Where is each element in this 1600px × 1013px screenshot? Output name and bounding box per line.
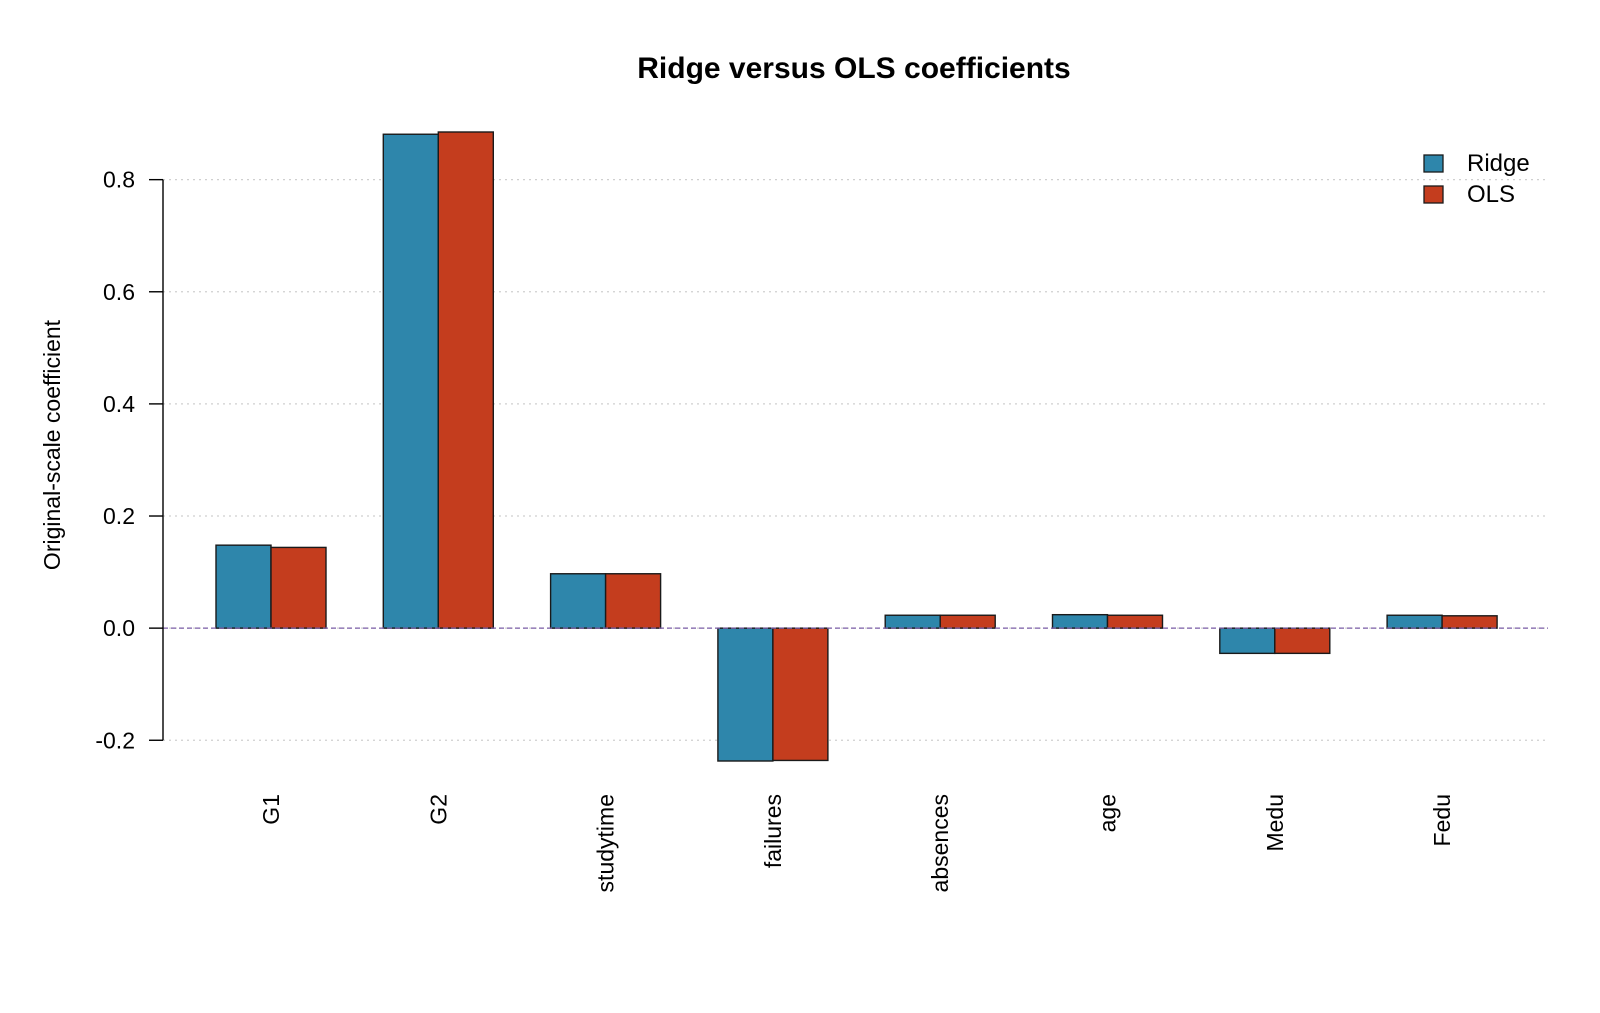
bar-ridge-absences (884, 614, 941, 629)
x-tick-label: G2 (425, 794, 451, 825)
y-axis-label: Original-scale coefficient (39, 319, 65, 570)
bar-ridge-medu (1219, 627, 1276, 655)
x-tick-label: studytime (593, 794, 619, 892)
legend-label-ridge: Ridge (1467, 150, 1530, 177)
bar-ols-absences (939, 614, 996, 629)
bar-ridge-g2 (382, 133, 439, 629)
y-tick-label: 0.2 (103, 503, 135, 529)
legend-swatch-ols (1423, 185, 1444, 204)
legend: Ridge OLS (1423, 150, 1530, 208)
bar-ols-g1 (270, 546, 327, 629)
bars (215, 131, 1498, 762)
x-tick-label: failures (760, 794, 786, 868)
x-tick-label: absences (927, 794, 953, 892)
bar-ols-medu (1274, 627, 1331, 655)
bar-ridge-failures (717, 627, 774, 762)
x-tick-label: age (1095, 794, 1121, 832)
x-tick-label: G1 (258, 794, 284, 825)
chart-title: Ridge versus OLS coefficients (637, 52, 1070, 85)
y-axis: -0.2 0.0 0.2 0.4 0.6 0.8 (95, 167, 164, 753)
y-tick-label: -0.2 (95, 727, 135, 753)
y-tick-label: 0.0 (103, 615, 135, 641)
legend-label-ols: OLS (1467, 181, 1515, 208)
x-tick-label: Fedu (1429, 794, 1455, 846)
legend-swatch-ridge (1423, 154, 1444, 173)
y-tick-label: 0.4 (103, 391, 135, 417)
bar-ols-studytime (604, 573, 662, 629)
bar-ols-failures (772, 627, 829, 762)
y-tick-label: 0.6 (103, 279, 135, 305)
bar-ols-g2 (437, 131, 494, 629)
bar-ridge-studytime (549, 573, 607, 629)
x-axis-labels: G1 G2 studytime failures absences age Medu Fedu (258, 794, 1455, 892)
bar-ridge-g1 (215, 544, 272, 629)
x-tick-label: Medu (1262, 794, 1288, 852)
bar-ridge-fedu (1386, 614, 1443, 629)
grid-lines (163, 179, 1548, 741)
y-tick-label: 0.8 (103, 167, 135, 193)
bar-ridge-age (1051, 613, 1109, 629)
bar-ols-age (1106, 614, 1164, 629)
bar-ols-fedu (1441, 615, 1498, 629)
